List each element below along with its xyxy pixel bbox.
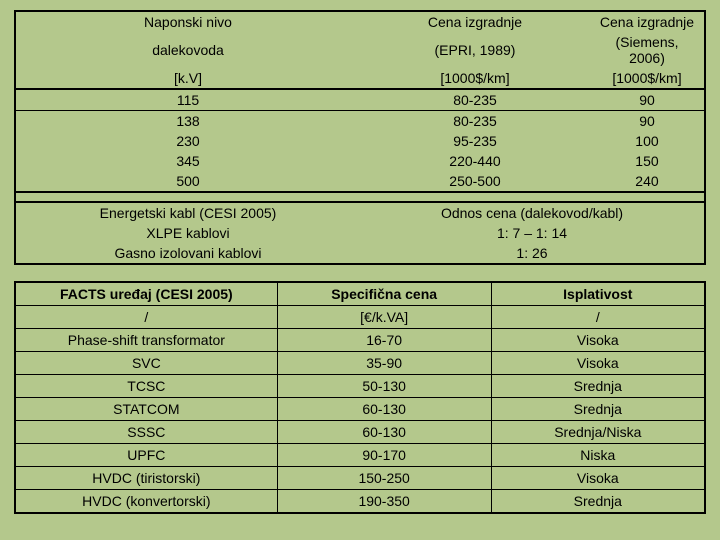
cell: 80-235 xyxy=(360,89,590,111)
data-row: 115 80-235 90 xyxy=(15,89,705,111)
facts-header-row: FACTS uređaj (CESI 2005) Specifična cena… xyxy=(15,282,705,306)
cell: 240 xyxy=(590,171,705,192)
facts-sub-3: / xyxy=(491,306,705,329)
cell: SSSC xyxy=(15,421,277,444)
header-row-3: [k.V] [1000$/km] [1000$/km] xyxy=(15,68,705,89)
cell: 250-500 xyxy=(360,171,590,192)
cable-left: Gasno izolovani kablovi xyxy=(15,243,360,264)
cell: Visoka xyxy=(491,352,705,375)
cell: 138 xyxy=(15,111,360,132)
transmission-cost-table: Naponski nivo Cena izgradnje Cena izgrad… xyxy=(14,10,706,265)
cell: 80-235 xyxy=(360,111,590,132)
cable-row: Gasno izolovani kablovi 1: 26 xyxy=(15,243,705,264)
hdr-c3-l2: (Siemens, 2006) xyxy=(590,32,705,68)
cell: 90 xyxy=(590,111,705,132)
table-row: HVDC (tiristorski) 150-250 Visoka xyxy=(15,467,705,490)
facts-sub-1: / xyxy=(15,306,277,329)
cell: HVDC (konvertorski) xyxy=(15,490,277,514)
facts-hdr-2: Specifična cena xyxy=(277,282,491,306)
facts-hdr-3: Isplativost xyxy=(491,282,705,306)
table-row: HVDC (konvertorski) 190-350 Srednja xyxy=(15,490,705,514)
cell: 35-90 xyxy=(277,352,491,375)
cell: UPFC xyxy=(15,444,277,467)
hdr-c3-l1: Cena izgradnje xyxy=(590,11,705,32)
facts-devices-table: FACTS uređaj (CESI 2005) Specifična cena… xyxy=(14,281,706,514)
cell: 60-130 xyxy=(277,398,491,421)
table-row: SVC 35-90 Visoka xyxy=(15,352,705,375)
cable-row: XLPE kablovi 1: 7 – 1: 14 xyxy=(15,223,705,243)
cell: STATCOM xyxy=(15,398,277,421)
cell: 150 xyxy=(590,151,705,171)
data-row: 138 80-235 90 xyxy=(15,111,705,132)
table-row: SSSC 60-130 Srednja/Niska xyxy=(15,421,705,444)
facts-sub-2: [€/k.VA] xyxy=(277,306,491,329)
hdr-c2-l1: Cena izgradnje xyxy=(360,11,590,32)
hdr-c1-l3: [k.V] xyxy=(15,68,360,89)
cell: 190-350 xyxy=(277,490,491,514)
cell: 150-250 xyxy=(277,467,491,490)
cable-right: 1: 26 xyxy=(360,243,705,264)
hdr-c1-l1: Naponski nivo xyxy=(15,11,360,32)
data-row: 230 95-235 100 xyxy=(15,131,705,151)
hdr-c2-l2: (EPRI, 1989) xyxy=(360,32,590,68)
hdr-c2-l3: [1000$/km] xyxy=(360,68,590,89)
cell: 95-235 xyxy=(360,131,590,151)
cell: Niska xyxy=(491,444,705,467)
table-row: STATCOM 60-130 Srednja xyxy=(15,398,705,421)
cell: 100 xyxy=(590,131,705,151)
cell: Srednja xyxy=(491,375,705,398)
header-row-2: dalekovoda (EPRI, 1989) (Siemens, 2006) xyxy=(15,32,705,68)
cell: 230 xyxy=(15,131,360,151)
gap-row xyxy=(15,192,705,202)
cell: 115 xyxy=(15,89,360,111)
cell: Visoka xyxy=(491,467,705,490)
hdr-c3-l3: [1000$/km] xyxy=(590,68,705,89)
table-row: UPFC 90-170 Niska xyxy=(15,444,705,467)
cell: 16-70 xyxy=(277,329,491,352)
cell: Srednja/Niska xyxy=(491,421,705,444)
cable-right: Odnos cena (dalekovod/kabl) xyxy=(360,202,705,223)
cell: Srednja xyxy=(491,398,705,421)
cell: 220-440 xyxy=(360,151,590,171)
cell: Visoka xyxy=(491,329,705,352)
data-row: 345 220-440 150 xyxy=(15,151,705,171)
facts-subheader-row: / [€/k.VA] / xyxy=(15,306,705,329)
cell: 500 xyxy=(15,171,360,192)
cable-left: Energetski kabl (CESI 2005) xyxy=(15,202,360,223)
header-row-1: Naponski nivo Cena izgradnje Cena izgrad… xyxy=(15,11,705,32)
cell: 60-130 xyxy=(277,421,491,444)
cell: HVDC (tiristorski) xyxy=(15,467,277,490)
cell: 345 xyxy=(15,151,360,171)
cell: 50-130 xyxy=(277,375,491,398)
cell: 90-170 xyxy=(277,444,491,467)
cell: TCSC xyxy=(15,375,277,398)
cell: 90 xyxy=(590,89,705,111)
cable-row: Energetski kabl (CESI 2005) Odnos cena (… xyxy=(15,202,705,223)
hdr-c1-l2: dalekovoda xyxy=(15,32,360,68)
cell: Srednja xyxy=(491,490,705,514)
table-row: TCSC 50-130 Srednja xyxy=(15,375,705,398)
cell: Phase-shift transformator xyxy=(15,329,277,352)
facts-hdr-1: FACTS uređaj (CESI 2005) xyxy=(15,282,277,306)
cable-right: 1: 7 – 1: 14 xyxy=(360,223,705,243)
data-row: 500 250-500 240 xyxy=(15,171,705,192)
cell: SVC xyxy=(15,352,277,375)
cable-left: XLPE kablovi xyxy=(15,223,360,243)
table-row: Phase-shift transformator 16-70 Visoka xyxy=(15,329,705,352)
